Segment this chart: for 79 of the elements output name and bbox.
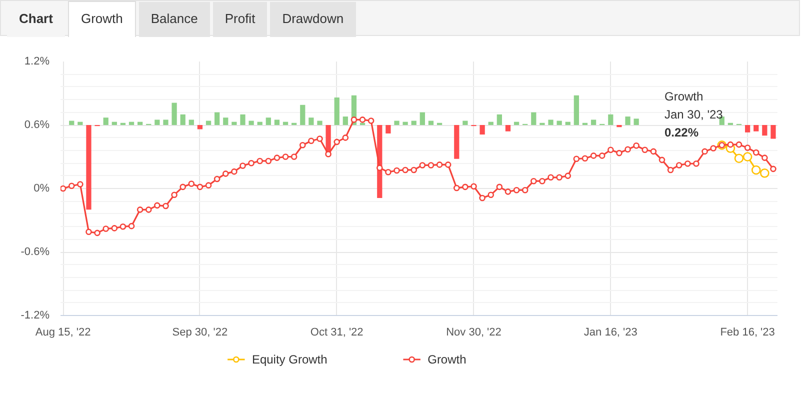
bar xyxy=(317,120,322,125)
bar xyxy=(206,120,212,125)
x-tick-label: Jan 16, '23 xyxy=(584,326,638,338)
bar xyxy=(556,120,562,125)
bar xyxy=(744,125,750,132)
bar xyxy=(69,120,74,125)
bar xyxy=(342,116,348,125)
bar xyxy=(248,120,254,125)
x-tick-label: Nov 30, '22 xyxy=(446,326,502,338)
bar xyxy=(608,114,614,125)
point xyxy=(742,152,752,162)
bar xyxy=(762,125,768,136)
bar xyxy=(634,118,639,125)
y-tick-label: -1.2% xyxy=(20,310,50,322)
bar xyxy=(514,122,520,125)
bar xyxy=(197,125,203,130)
y-tick-label: 0% xyxy=(34,182,50,194)
bar xyxy=(386,125,391,134)
bar xyxy=(420,112,425,125)
bar xyxy=(531,112,536,125)
bar xyxy=(223,118,228,125)
x-tick-label: Sep 30, '22 xyxy=(172,326,228,338)
bar xyxy=(754,125,759,132)
bar xyxy=(454,125,460,159)
bar xyxy=(128,122,134,125)
bar xyxy=(266,118,271,125)
bar xyxy=(232,122,237,125)
point xyxy=(751,165,761,175)
bar xyxy=(103,118,108,125)
point xyxy=(760,168,770,178)
x-tick-label: Feb 16, '23 xyxy=(720,326,775,338)
bar xyxy=(300,104,306,125)
bar xyxy=(163,120,168,125)
bar xyxy=(402,122,408,125)
bar xyxy=(138,122,143,125)
bar xyxy=(394,120,400,125)
y-tick-label: 0.6% xyxy=(24,119,50,131)
legend-label: Equity Growth xyxy=(252,352,328,366)
bar xyxy=(462,120,468,125)
x-tick-label: Oct 31, '22 xyxy=(310,326,364,338)
bar xyxy=(240,114,246,125)
bar xyxy=(428,120,434,125)
bar xyxy=(180,114,186,125)
bar xyxy=(86,125,92,210)
bar xyxy=(274,120,280,125)
y-tick-label: -0.6% xyxy=(20,246,50,258)
bar xyxy=(188,120,194,125)
annotation: 0.22% xyxy=(664,126,699,140)
bar xyxy=(78,122,83,125)
bar xyxy=(590,120,596,125)
bar xyxy=(214,112,220,125)
point xyxy=(734,154,744,163)
bar xyxy=(282,122,288,125)
bar xyxy=(625,116,630,125)
bar xyxy=(257,122,262,125)
bar xyxy=(574,95,579,125)
legend-label: Growth xyxy=(428,352,466,366)
text: Drawdown xyxy=(270,2,356,37)
annotation: Jan 30, '23 xyxy=(664,108,724,122)
bar xyxy=(488,122,494,125)
bar xyxy=(770,125,776,139)
text: Growth xyxy=(68,1,136,37)
bar xyxy=(308,118,314,125)
text: Profit xyxy=(212,2,268,37)
bar xyxy=(548,120,554,125)
bar xyxy=(480,125,485,135)
bar xyxy=(505,125,511,132)
bar xyxy=(496,114,502,125)
bar xyxy=(172,102,177,125)
y-tick-label: 1.2% xyxy=(24,56,50,68)
text: Balance xyxy=(138,2,210,37)
bar xyxy=(154,120,160,125)
bar xyxy=(334,97,340,125)
bar xyxy=(411,120,416,125)
x-tick-label: Aug 15, '22 xyxy=(35,326,91,338)
annotation: Growth xyxy=(664,90,704,104)
bar xyxy=(112,122,117,125)
text: Chart xyxy=(7,2,65,37)
bar xyxy=(565,122,570,125)
